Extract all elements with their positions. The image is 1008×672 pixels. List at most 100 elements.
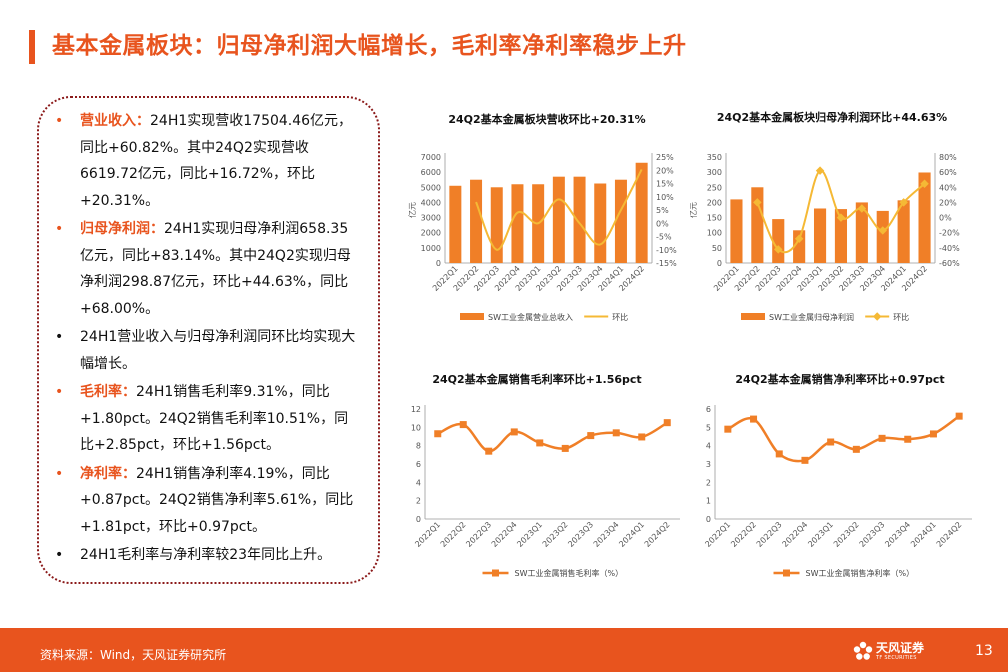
- bullet-marker: •: [55, 384, 64, 400]
- line-point: [663, 419, 671, 427]
- bar: [918, 172, 931, 263]
- net-margin-chart: 24Q2基本金属销售净利率环比+0.97pct01234562022Q12022…: [703, 372, 972, 578]
- gross-margin-chart: 24Q2基本金属销售毛利率环比+1.56pct0246810122022Q120…: [411, 372, 680, 578]
- bullet-net-profit: • 归母净利润：24H1实现归母净利润658.35亿元，同比+83.14%。其中2…: [52, 216, 357, 322]
- legend-label: SW工业金属销售毛利率（%）: [515, 568, 624, 578]
- x-tick-label: 2022Q2: [439, 520, 468, 549]
- bullet-net-margin: • 净利率：24H1销售净利率4.19%，同比+0.87pct。24Q2销售净利率…: [52, 461, 357, 541]
- bar: [876, 210, 889, 263]
- bullet-label: 净利率：: [80, 465, 136, 482]
- company-logo: 天风证券 TF SECURITIES: [852, 637, 962, 667]
- bullet-marker: •: [55, 113, 64, 129]
- legend-marker: [492, 569, 499, 577]
- y2-tick-label: 20%: [656, 166, 674, 175]
- y-tick-label: 3000: [421, 214, 441, 223]
- y2-tick-label: 60%: [939, 168, 957, 177]
- chart-title: 24Q2基本金属销售毛利率环比+1.56pct: [432, 372, 641, 386]
- bar: [449, 185, 462, 263]
- bullet-text: 24H1营业收入与归母净利润同环比均实现大幅增长。: [80, 329, 356, 372]
- line-point: [775, 450, 783, 458]
- line-point: [434, 430, 442, 438]
- legend-swatch-bar: [741, 313, 765, 320]
- y-tick-label: 4000: [421, 198, 441, 207]
- y-tick-label: 0: [416, 515, 421, 524]
- bullet-text: 24H1毛利率与净利率较23年同比上升。: [80, 547, 332, 563]
- line-point: [801, 456, 809, 464]
- y-tick-label: 3: [706, 460, 711, 469]
- line-point: [724, 425, 732, 433]
- x-tick-label: 2022Q2: [729, 520, 758, 549]
- page-title: 基本金属板块：归母净利润大幅增长，毛利率净利率稳步上升: [52, 33, 687, 59]
- line-point: [459, 421, 467, 429]
- page-number: 13: [975, 643, 993, 659]
- legend-marker: [872, 312, 882, 321]
- bar: [751, 187, 764, 263]
- bar: [490, 187, 503, 263]
- bullet-revenue: • 营业收入：24H1实现营收17504.46亿元，同比+60.82%。其中24Q…: [52, 108, 357, 214]
- y-axis-label: 亿元: [407, 202, 417, 218]
- bullet-marker: •: [55, 221, 64, 237]
- x-tick-label: 2023Q4: [592, 520, 621, 549]
- y-tick-label: 300: [707, 168, 722, 177]
- y-tick-label: 350: [707, 153, 722, 162]
- line-point: [929, 430, 937, 438]
- y-tick-label: 4: [416, 478, 421, 487]
- chart-title: 24Q2基本金属板块归母净利润环比+44.63%: [717, 110, 947, 124]
- y-tick-label: 100: [707, 229, 722, 238]
- logo-english: TF SECURITIES: [876, 655, 917, 661]
- line-point: [899, 198, 908, 207]
- bullet-gross-margin: • 毛利率：24H1销售毛利率9.31%，同比+1.80pct。24Q2销售毛利率…: [52, 379, 357, 459]
- bullet-text: 24H1销售毛利率9.31%，同比+1.80pct。24Q2销售毛利率10.51…: [80, 384, 349, 453]
- line-point: [794, 234, 804, 244]
- title-accent-bar: [29, 30, 35, 64]
- line-point: [485, 447, 493, 455]
- logo-name: 天风证券: [876, 641, 925, 655]
- legend-label: SW工业金属营业总收入: [488, 312, 573, 322]
- y-tick-label: 7000: [421, 153, 441, 162]
- legend-label: SW工业金属销售净利率（%）: [806, 568, 915, 578]
- x-tick-label: 2024Q1: [909, 520, 938, 549]
- line-point: [750, 415, 758, 423]
- legend-label: 环比: [612, 312, 628, 322]
- x-tick-label: 2023Q1: [806, 520, 835, 549]
- x-tick-label: 2024Q2: [935, 520, 964, 549]
- line-point: [638, 433, 646, 441]
- series-line: [727, 415, 960, 463]
- y2-tick-label: -15%: [656, 259, 677, 268]
- bullet-label: 归母净利润：: [80, 221, 164, 237]
- y2-tick-label: 80%: [939, 153, 957, 162]
- bullet-text: 24H1销售净利率4.19%，同比+0.87pct。24Q2销售净利率5.61%…: [80, 465, 354, 535]
- bullet-text: 24H1实现归母净利润658.35亿元，同比+83.14%。其中24Q2实现归母…: [80, 221, 351, 317]
- legend-marker: [783, 569, 790, 577]
- y-tick-label: 150: [707, 214, 722, 223]
- x-tick-label: 2023Q1: [515, 520, 544, 549]
- x-tick-label: 2023Q2: [541, 520, 570, 549]
- y2-tick-label: 15%: [656, 180, 674, 189]
- x-tick-label: 2022Q4: [490, 520, 519, 549]
- bar: [834, 209, 848, 263]
- y2-tick-label: -5%: [656, 233, 672, 242]
- line-point: [857, 204, 867, 213]
- y2-tick-label: 0%: [939, 214, 952, 223]
- bullet-growth-summary: • 24H1营业收入与归母净利润同环比均实现大幅增长。: [52, 324, 357, 377]
- y-tick-label: 2: [706, 478, 711, 487]
- x-tick-label: 2022Q3: [464, 520, 493, 549]
- bar: [897, 200, 910, 263]
- legend-label: 环比: [893, 312, 909, 322]
- chart-title: 24Q2基本金属销售净利率环比+0.97pct: [735, 372, 944, 386]
- bar: [855, 202, 868, 263]
- series-line: [437, 421, 668, 453]
- bar: [813, 208, 827, 263]
- x-tick-label: 2022Q1: [413, 520, 442, 549]
- bullet-label: 毛利率：: [80, 384, 136, 400]
- legend-label: SW工业金属归母净利润: [769, 312, 854, 322]
- bar: [470, 179, 483, 263]
- x-tick-label: 2023Q4: [883, 520, 912, 549]
- line-point: [852, 445, 860, 453]
- y-tick-label: 12: [411, 405, 421, 414]
- bar: [730, 199, 743, 263]
- bullet-text: 24H1实现营收17504.46亿元，同比+60.82%。其中24Q2实现营收6…: [80, 113, 353, 209]
- bullet-label: 营业收入：: [80, 113, 150, 129]
- y-tick-label: 4: [706, 442, 711, 451]
- summary-bullets: • 营业收入：24H1实现营收17504.46亿元，同比+60.82%。其中24Q…: [52, 108, 357, 571]
